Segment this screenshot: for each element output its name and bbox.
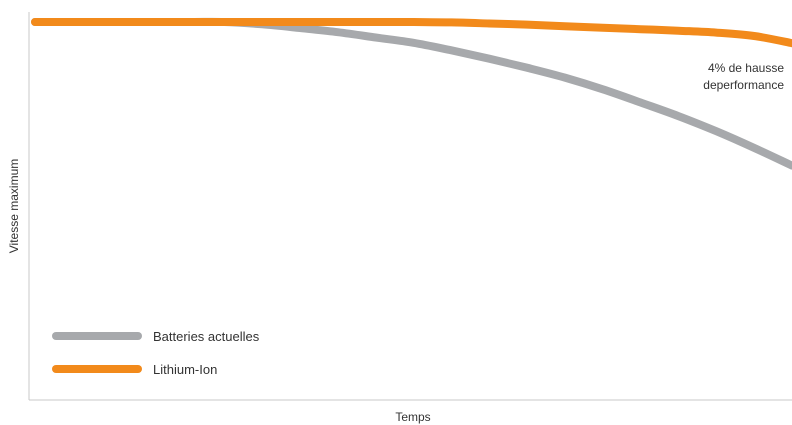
series-line-lithium <box>31 17 792 48</box>
annotation: 4% de hausse deperformance <box>703 61 784 92</box>
legend-item-batteries: Batteries actuelles <box>52 329 260 344</box>
legend-item-lithium: Lithium-Ion <box>52 362 217 377</box>
annotation-line-2: deperformance <box>703 78 784 92</box>
series-layer <box>31 17 792 170</box>
legend-label-batteries: Batteries actuelles <box>153 329 260 344</box>
y-axis-label: Vitesse maximum <box>7 159 21 253</box>
plot-area <box>28 12 792 401</box>
series-line-batteries <box>31 17 792 170</box>
legend-label-lithium: Lithium-Ion <box>153 362 217 377</box>
annotation-line-1: 4% de hausse <box>708 61 784 75</box>
legend: Batteries actuelles Lithium-Ion <box>52 329 260 377</box>
x-axis-label: Temps <box>395 410 430 424</box>
